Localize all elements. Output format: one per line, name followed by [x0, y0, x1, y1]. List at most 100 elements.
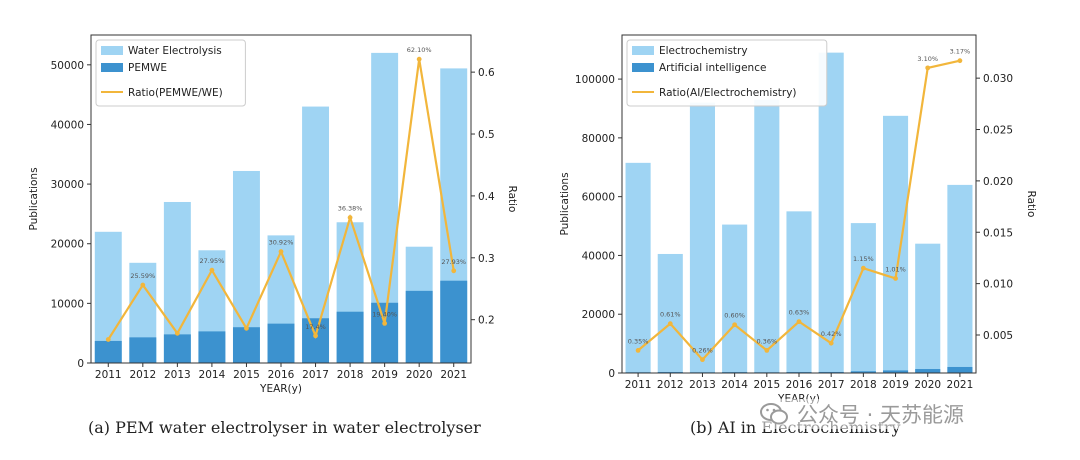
- chart-a-data-label: 36.38%: [338, 205, 363, 213]
- chart-b-x-tick-label: 2016: [786, 379, 813, 391]
- chart-b-sub-bar: [818, 371, 844, 373]
- chart-a-x-tick-label: 2016: [268, 369, 295, 381]
- chart-a-ratio-point: [313, 333, 318, 339]
- chart-a-sub-bar: [405, 290, 433, 363]
- chart-b-y-tick-label: 100000: [575, 74, 615, 86]
- chart-a-ratio-point: [416, 56, 422, 62]
- chart-b-x-tick-label: 2018: [850, 379, 877, 391]
- chart-b-y-axis-label: Publications: [559, 172, 571, 235]
- chart-a-x-tick-label: 2011: [95, 369, 122, 381]
- chart-b-data-label: 3.10%: [917, 55, 938, 63]
- chart-a-sub-bar: [163, 334, 191, 363]
- chart-a-sub-bar: [336, 311, 364, 363]
- chart-a-data-label: 30.92%: [269, 239, 294, 247]
- chart-a-ratio-point: [105, 337, 111, 342]
- chart-a-legend-swatch: [101, 63, 123, 72]
- chart-b-sub-bar: [947, 366, 973, 373]
- chart-b-total-bar: [786, 211, 812, 373]
- chart-a-ratio-point: [244, 325, 249, 331]
- chart-a-y-tick-label: 50000: [51, 60, 84, 72]
- chart-b-data-label: 1.01%: [885, 265, 906, 273]
- chart-b-data-label: 0.42%: [821, 330, 842, 338]
- chart-b-x-tick-label: 2021: [947, 379, 974, 391]
- chart-a-legend: [95, 39, 246, 107]
- chart-b-legend-swatch: [632, 46, 654, 55]
- chart-b-data-label: 0.60%: [724, 312, 745, 320]
- chart-b-total-bar: [754, 99, 780, 374]
- chart-b-sub-bar: [915, 369, 941, 373]
- chart-a-sub-bar: [371, 302, 399, 363]
- chart-b-ratio-point: [957, 58, 963, 64]
- chart-b-y2-tick-label: 0.020: [983, 176, 1013, 188]
- chart-b-total-bar: [722, 224, 748, 373]
- chart-a-data-label: 27.93%: [441, 258, 466, 266]
- chart-b-y2-tick-label: 0.030: [983, 73, 1013, 85]
- chart-b-ratio-point: [796, 319, 802, 325]
- chart-a-x-tick-label: 2013: [164, 369, 191, 381]
- chart-a-sub-bar: [267, 323, 295, 363]
- chart-a-legend-label: Water Electrolysis: [128, 45, 222, 57]
- chart-b-legend-label: Electrochemistry: [659, 45, 748, 57]
- chart-a-x-tick-label: 2020: [406, 369, 433, 381]
- chart-a-x-tick-label: 2018: [337, 369, 364, 381]
- chart-a-x-axis-label: YEAR(y): [259, 383, 302, 395]
- chart-a-data-label: 17.4%: [305, 323, 326, 331]
- chart-b-ratio-point: [732, 322, 738, 328]
- chart-b-y-tick-label: 0: [608, 368, 615, 380]
- chart-b-x-tick-label: 2014: [721, 379, 748, 391]
- chart-a-y-tick-label: 40000: [51, 119, 84, 131]
- chart-b-legend: [626, 39, 828, 107]
- chart-a-ratio-point: [278, 249, 284, 255]
- chart-a-y2-tick-label: 0.2: [478, 315, 495, 327]
- chart-b-y-tick-label: 80000: [582, 133, 615, 145]
- chart-b-data-label: 1.15%: [853, 255, 874, 263]
- chart-b-x-tick-label: 2013: [689, 379, 716, 391]
- chart-b-y2-tick-label: 0.010: [983, 279, 1013, 291]
- chart-b-data-label: 0.35%: [628, 337, 649, 345]
- chart-b-total-bar: [947, 184, 973, 373]
- chart-b-y-tick-label: 60000: [582, 192, 615, 204]
- chart-a-sub-bar: [232, 327, 260, 363]
- chart-a-y2-tick-label: 0.5: [478, 129, 495, 141]
- wechat-icon: [760, 403, 788, 425]
- chart-a-x-tick-label: 2012: [129, 369, 156, 381]
- chart-a-x-tick-label: 2017: [302, 369, 329, 381]
- chart-b-legend-swatch: [632, 63, 654, 72]
- chart-b-x-tick-label: 2017: [818, 379, 845, 391]
- chart-b-x-tick-label: 2015: [753, 379, 780, 391]
- chart-b-ratio-point: [828, 340, 834, 346]
- chart-b-data-label: 3.17%: [950, 48, 971, 56]
- chart-a-legend-label: PEMWE: [128, 62, 167, 74]
- chart-a-legend-swatch: [101, 46, 123, 55]
- chart-a-y-tick-label: 30000: [51, 179, 84, 191]
- chart-b-data-label: 0.63%: [789, 309, 810, 317]
- chart-b-data-label: 0.61%: [660, 311, 681, 319]
- chart-a-data-label: 19.40%: [372, 310, 397, 318]
- chart-a-y2-tick-label: 0.3: [478, 253, 495, 265]
- chart-a-sub-bar: [440, 280, 468, 363]
- chart-a-y2-tick-label: 0.4: [478, 191, 495, 203]
- chart-b-x-tick-label: 2011: [625, 379, 652, 391]
- chart-a-x-tick-label: 2021: [440, 369, 467, 381]
- chart-b-x-tick-label: 2019: [882, 379, 909, 391]
- chart-b-total-bar: [850, 223, 876, 373]
- chart-b-y2-tick-label: 0.015: [983, 227, 1013, 239]
- chart-a-data-label: 27.95%: [200, 257, 225, 265]
- chart-a-ratio-point: [382, 320, 388, 326]
- chart-a-y-tick-label: 0: [77, 358, 84, 370]
- chart-b-ratio-point: [925, 65, 931, 71]
- chart-b-y2-tick-label: 0.025: [983, 125, 1013, 137]
- chart-b-total-bar: [915, 243, 941, 373]
- chart-b-sub-bar: [850, 371, 876, 373]
- chart-b-total-bar: [882, 115, 909, 374]
- chart-b-y2-axis-label: Ratio: [1025, 191, 1037, 218]
- chart-b-total-bar: [689, 102, 716, 373]
- chart-a-legend-label: Ratio(PEMWE/WE): [128, 87, 223, 99]
- chart-a-sub-bar: [198, 331, 226, 363]
- chart-b-x-tick-label: 2020: [914, 379, 941, 391]
- chart-b-ratio-point: [635, 347, 641, 353]
- chart-b-x-tick-label: 2012: [657, 379, 684, 391]
- chart-b-data-label: 0.36%: [756, 337, 777, 345]
- chart-b-y-tick-label: 40000: [582, 250, 615, 262]
